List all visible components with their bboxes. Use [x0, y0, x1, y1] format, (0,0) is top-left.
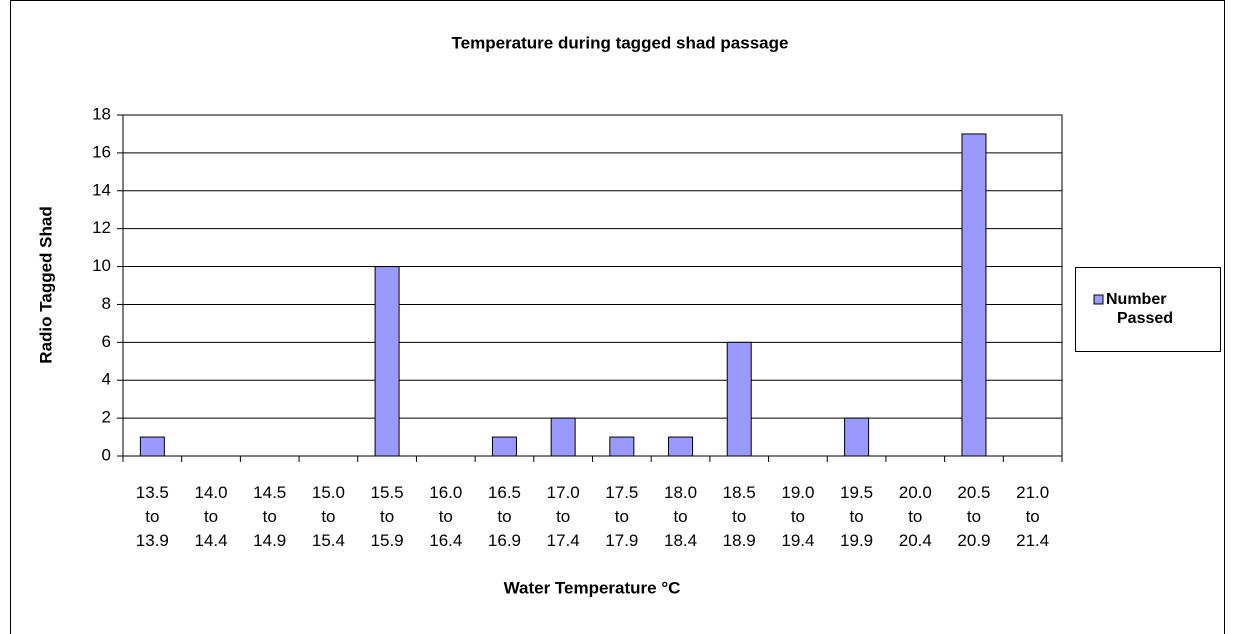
x-tick-label: 21.0 to 21.4	[1016, 483, 1049, 550]
y-tick-label: 10	[92, 256, 111, 275]
chart-title: Temperature during tagged shad passage	[452, 33, 789, 52]
bar	[139, 436, 165, 457]
x-axis-label: Water Temperature °C	[504, 578, 681, 597]
x-tick-label: 16.5 to 16.9	[488, 483, 521, 550]
x-tick-label: 15.5 to 15.9	[371, 483, 404, 550]
x-tick-label: 17.5 to 17.9	[605, 483, 638, 550]
x-tick-label: 17.0 to 17.4	[547, 483, 580, 550]
y-axis-label: Radio Tagged Shad	[36, 206, 55, 363]
chart-border	[10, 0, 1225, 634]
y-tick-label: 14	[92, 180, 111, 199]
legend-box	[1075, 267, 1221, 352]
x-tick-label: 15.0 to 15.4	[312, 483, 345, 550]
y-tick-label: 0	[102, 445, 111, 464]
y-tick-label: 6	[102, 332, 111, 351]
x-tick-label: 16.0 to 16.4	[429, 483, 462, 550]
x-tick-label: 20.0 to 20.4	[899, 483, 932, 550]
y-tick-label: 2	[102, 408, 111, 427]
bar	[844, 417, 870, 457]
bar	[374, 266, 400, 457]
x-tick-label: 18.0 to 18.4	[664, 483, 697, 550]
bar	[961, 133, 987, 457]
legend-swatch	[1093, 294, 1104, 305]
x-tick-label: 13.5 to 13.9	[136, 483, 169, 550]
x-tick-label: 18.5 to 18.9	[723, 483, 756, 550]
x-tick-label: 14.0 to 14.4	[194, 483, 227, 550]
x-tick-label: 20.5 to 20.9	[957, 483, 990, 550]
x-tick-label: 19.5 to 19.9	[840, 483, 873, 550]
x-tick-label: 14.5 to 14.9	[253, 483, 286, 550]
bar	[609, 436, 635, 457]
y-tick-label: 12	[92, 218, 111, 237]
y-tick-label: 18	[92, 104, 111, 123]
legend-label: Number Passed	[1106, 291, 1173, 327]
bar	[491, 436, 517, 457]
bar	[550, 417, 576, 457]
y-tick-label: 16	[92, 142, 111, 161]
y-tick-label: 8	[102, 294, 111, 313]
bar	[726, 341, 752, 457]
bar	[668, 436, 694, 457]
x-tick-label: 19.0 to 19.4	[781, 483, 814, 550]
y-tick-label: 4	[102, 370, 111, 389]
